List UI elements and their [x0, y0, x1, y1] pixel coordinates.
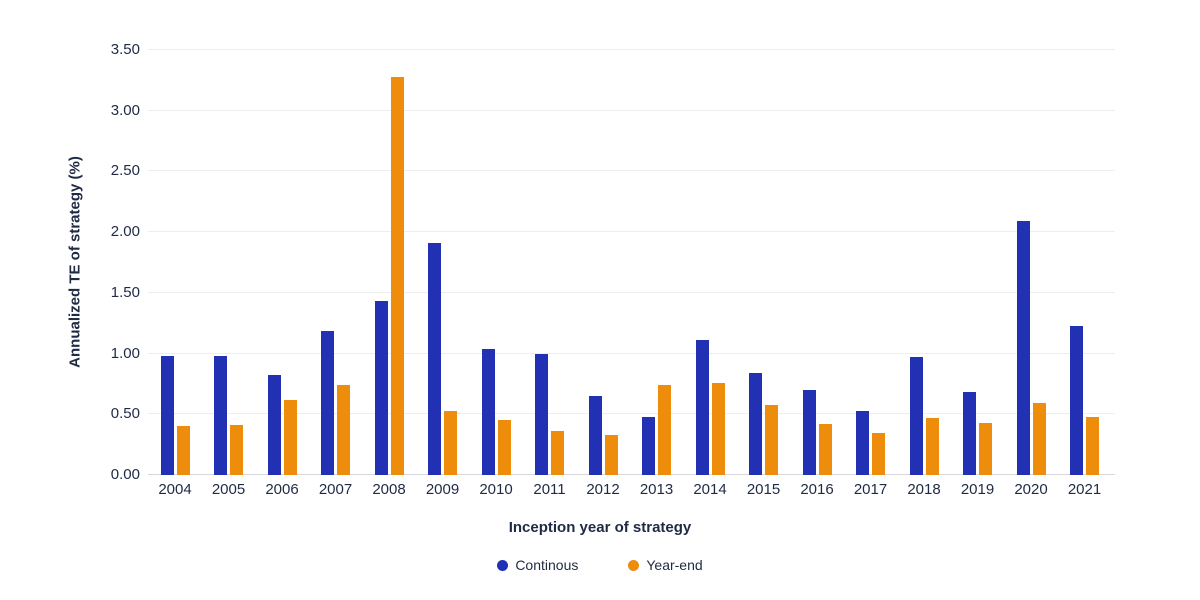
bar-continous-2005	[214, 356, 227, 475]
legend-label-continous: Continous	[515, 557, 579, 573]
bar-group-2013	[642, 50, 671, 475]
bar-continous-2009	[428, 243, 441, 475]
bar-year-end-2018	[925, 417, 939, 475]
gridline	[148, 231, 1115, 233]
bar-continous-2014	[695, 340, 709, 475]
legend: Continous Year-end	[0, 557, 1200, 573]
x-tick-label: 2011	[533, 481, 566, 498]
bar-year-end-2008	[390, 76, 404, 475]
bar-continous-2017	[856, 410, 869, 475]
bar-year-end-2013	[658, 385, 671, 475]
y-tick-label: 0.00	[110, 466, 140, 483]
bar-group-2010	[481, 50, 511, 475]
x-tick-label: 2006	[265, 481, 299, 498]
bar-continous-2011	[535, 353, 548, 475]
bar-group-2004	[160, 50, 190, 475]
legend-label-year-end: Year-end	[646, 557, 703, 573]
bar-group-2021	[1070, 50, 1099, 475]
bar-year-end-2009	[444, 410, 457, 475]
bar-year-end-2005	[230, 425, 243, 475]
bar-continous-2021	[1070, 325, 1083, 475]
bar-year-end-2014	[711, 382, 725, 475]
bar-group-2016	[802, 50, 832, 475]
x-tick-label: 2014	[693, 481, 727, 498]
bar-year-end-2012	[604, 434, 618, 475]
gridline	[148, 413, 1115, 415]
bar-continous-2016	[802, 390, 816, 475]
bar-continous-2012	[588, 396, 602, 475]
legend-dot-year-end-icon	[628, 559, 640, 571]
x-tick-label: 2005	[211, 481, 246, 498]
bar-continous-2006	[267, 375, 281, 475]
bar-continous-2008	[374, 301, 388, 475]
bar-continous-2007	[321, 330, 334, 475]
bar-continous-2018	[909, 357, 923, 475]
bar-year-end-2011	[551, 431, 564, 475]
bar-continous-2020	[1016, 221, 1030, 475]
bar-group-2017	[856, 50, 885, 475]
gridline	[148, 291, 1115, 293]
gridline	[148, 49, 1115, 50]
x-tick-label: 2016	[800, 481, 834, 498]
bar-continous-2019	[963, 392, 976, 475]
bar-group-2005	[214, 50, 243, 475]
bar-group-2011	[535, 50, 564, 475]
x-tick-label: 2010	[479, 481, 513, 498]
x-tick-label: 2004	[158, 481, 192, 498]
bar-year-end-2019	[979, 422, 992, 475]
bar-group-2019	[963, 50, 992, 475]
y-tick-label: 3.00	[110, 101, 140, 119]
x-tick-label: 2019	[960, 481, 995, 498]
legend-dot-continous-icon	[497, 559, 509, 571]
x-tick-label: 2018	[907, 481, 941, 498]
bar-continous-2010	[481, 348, 495, 475]
bar-year-end-2010	[497, 420, 511, 475]
y-tick-label: 2.00	[110, 223, 140, 241]
x-tick-label: 2012	[586, 481, 620, 498]
gridline	[148, 352, 1115, 354]
y-tick-label: 0.50	[110, 405, 140, 423]
bar-year-end-2007	[337, 385, 350, 475]
bar-group-2012	[588, 50, 618, 475]
x-axis-line	[148, 474, 1115, 475]
bar-group-2008	[374, 50, 404, 475]
bar-continous-2013	[642, 416, 655, 475]
bar-year-end-2016	[818, 424, 832, 475]
x-tick-label: 2007	[318, 481, 353, 498]
bar-year-end-2006	[283, 399, 297, 475]
y-tick-label: 3.50	[110, 41, 140, 58]
x-tick-label: 2009	[425, 481, 460, 498]
bar-group-2015	[749, 50, 778, 475]
bar-year-end-2015	[765, 404, 778, 475]
y-tick-label: 2.50	[110, 162, 140, 180]
x-tick-label: 2008	[372, 481, 406, 498]
x-tick-label: 2015	[746, 481, 781, 498]
legend-item-year-end: Year-end	[628, 557, 703, 573]
x-tick-label: 2021	[1067, 481, 1102, 498]
y-tick-label: 1.50	[110, 283, 140, 301]
bar-year-end-2004	[176, 426, 190, 475]
bar-group-2014	[695, 50, 725, 475]
gridline	[148, 170, 1115, 172]
bar-group-2007	[321, 50, 350, 475]
x-tick-label: 2020	[1014, 481, 1048, 498]
bar-group-2020	[1016, 50, 1046, 475]
bar-continous-2004	[160, 356, 174, 475]
legend-item-continous: Continous	[497, 557, 578, 573]
bar-year-end-2017	[872, 432, 885, 475]
bar-group-2006	[267, 50, 297, 475]
x-tick-label: 2013	[639, 481, 674, 498]
bar-year-end-2021	[1086, 416, 1099, 475]
bar-year-end-2020	[1032, 403, 1046, 475]
bar-group-2018	[909, 50, 939, 475]
x-tick-label: 2017	[853, 481, 888, 498]
y-axis-title: Annualized TE of strategy (%)	[66, 156, 84, 368]
bar-continous-2015	[749, 373, 762, 475]
plot-area	[148, 49, 1115, 475]
gridline	[148, 109, 1115, 111]
y-tick-label: 1.00	[110, 344, 140, 362]
x-axis-title: Inception year of strategy	[508, 519, 692, 536]
bar-group-2009	[428, 50, 457, 475]
